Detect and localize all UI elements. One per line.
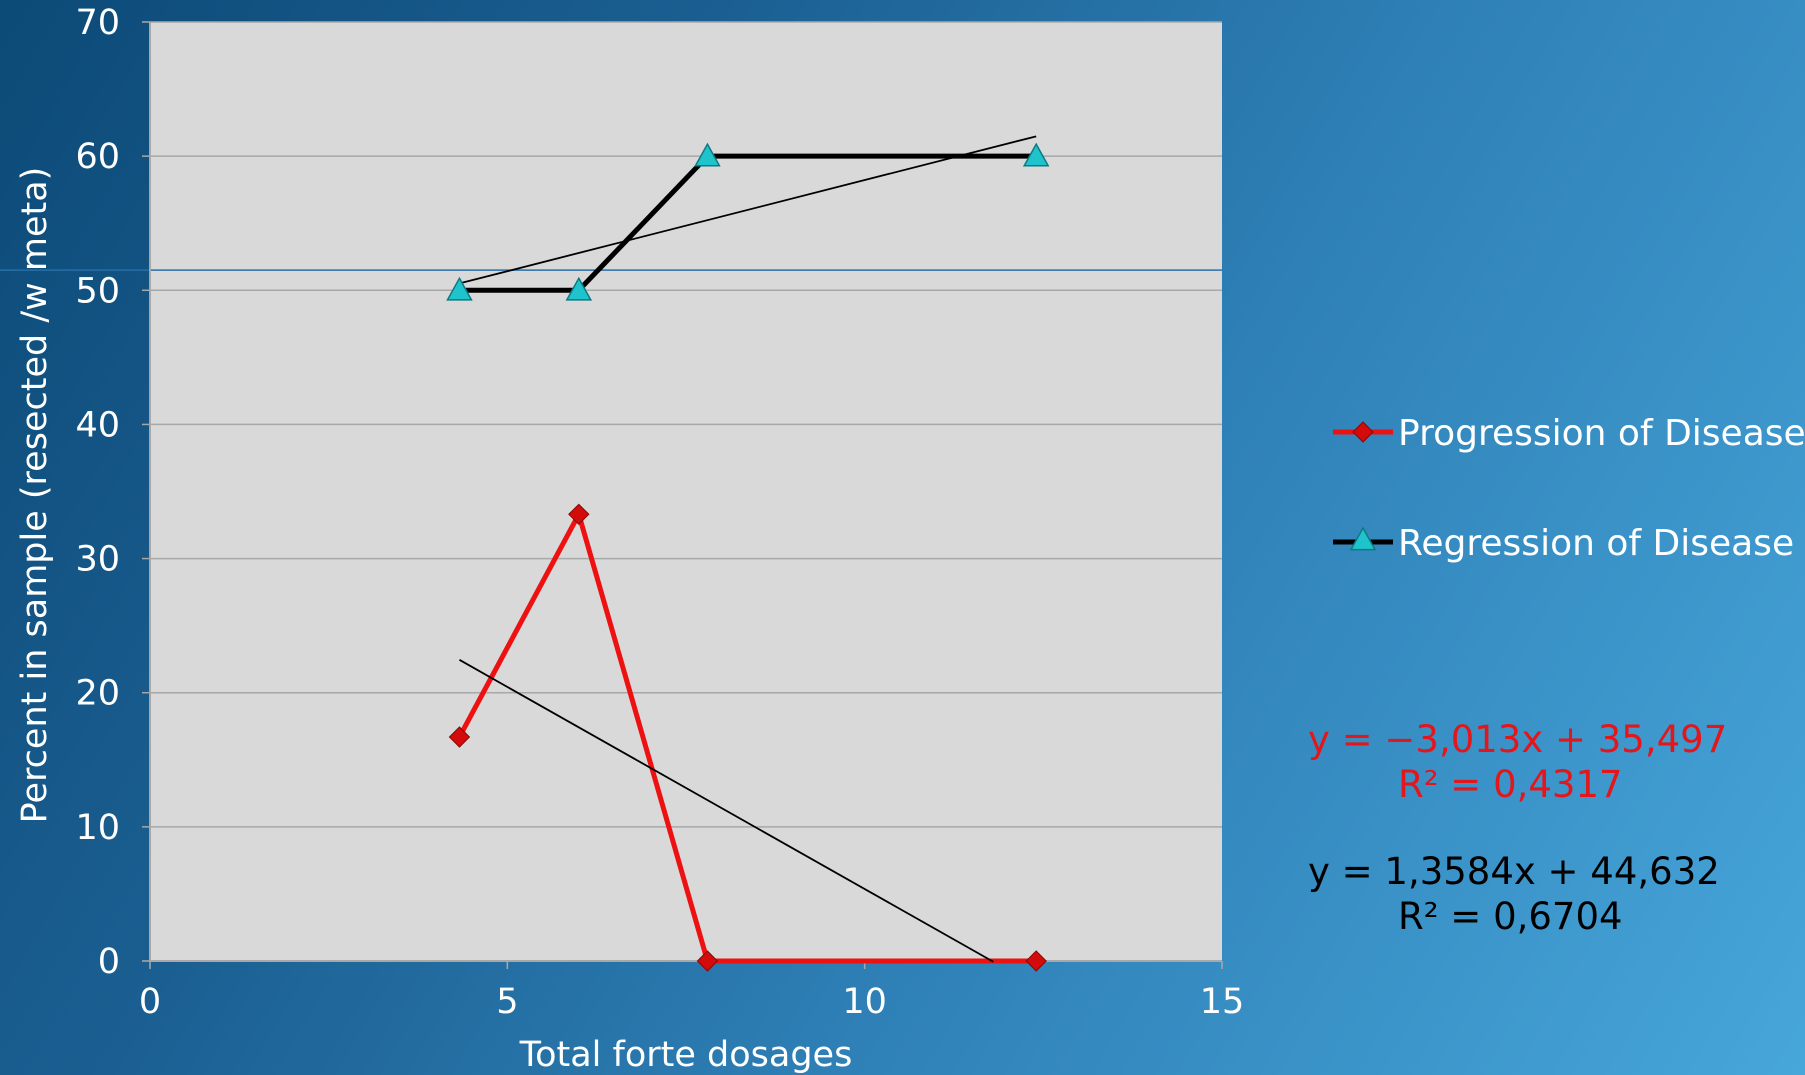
legend-marker (1349, 526, 1377, 551)
legend-marker (1352, 421, 1374, 443)
data-point (448, 726, 471, 748)
y-tick-label: 30 (75, 540, 120, 580)
y-tick-label: 40 (75, 405, 120, 445)
data-point (446, 276, 473, 301)
y-tick-label: 10 (75, 808, 120, 848)
legend-label: Regression of Disease (1398, 523, 1794, 564)
data-point (568, 503, 590, 526)
trendline-layer (459, 135, 1037, 963)
trendline-r2: R² = 0,6704 (1398, 895, 1623, 938)
y-tick-label: 60 (75, 137, 120, 177)
x-tick-label: 10 (842, 982, 887, 1022)
trendline (459, 659, 994, 963)
data-point (694, 142, 721, 167)
data-point (565, 276, 593, 301)
y-tick-label: 70 (75, 3, 120, 43)
x-tick-label: 5 (496, 982, 518, 1022)
x-tick-label: 15 (1200, 982, 1245, 1022)
y-tick-label: 20 (75, 674, 120, 714)
series-line (457, 507, 1037, 964)
legend: Progression of Disease Regression of Dise… (1333, 413, 1805, 564)
y-tick-label: 50 (75, 271, 120, 311)
y-tick-label: 0 (98, 942, 120, 982)
y-tick-labels: 0 10 20 30 40 50 60 70 (75, 3, 120, 982)
plot-area (150, 22, 1222, 961)
trendline-equation: y = 1,3584x + 44,632 (1308, 850, 1720, 893)
series-layer (457, 153, 1037, 964)
trendline-equation: y = −3,013x + 35,497 (1308, 718, 1727, 761)
data-point (1025, 950, 1047, 972)
legend-label: Progression of Disease (1398, 413, 1805, 454)
grid-lines (150, 21, 1222, 828)
trendline-r2: R² = 0,4317 (1398, 763, 1623, 806)
x-tick-label: 0 (139, 982, 161, 1022)
x-axis-title: Total forte dosages (519, 1035, 853, 1075)
y-axis-title: Percent in sample (resected /w meta) (15, 167, 55, 824)
data-point (696, 950, 719, 972)
data-point (1022, 142, 1050, 167)
trendline (459, 135, 1037, 285)
marker-layer (446, 142, 1050, 972)
series-line (459, 153, 1037, 293)
x-tick-labels: 0 5 10 15 (139, 982, 1244, 1022)
